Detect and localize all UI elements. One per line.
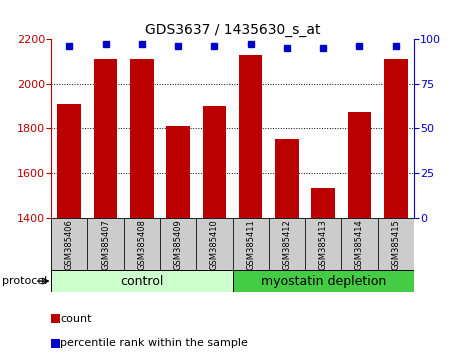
- Bar: [166, 126, 190, 218]
- Bar: [203, 106, 226, 218]
- Text: protocol: protocol: [2, 276, 47, 286]
- Text: GSM385413: GSM385413: [319, 219, 328, 270]
- Text: GSM385409: GSM385409: [173, 219, 183, 270]
- Text: GSM385412: GSM385412: [282, 219, 292, 270]
- Bar: [130, 59, 153, 218]
- FancyBboxPatch shape: [51, 218, 87, 271]
- Bar: [312, 188, 335, 218]
- Text: count: count: [60, 314, 92, 324]
- Title: GDS3637 / 1435630_s_at: GDS3637 / 1435630_s_at: [145, 23, 320, 36]
- Bar: [348, 112, 371, 218]
- FancyBboxPatch shape: [378, 218, 414, 271]
- Text: GSM385414: GSM385414: [355, 219, 364, 270]
- FancyBboxPatch shape: [232, 218, 269, 271]
- Bar: [275, 139, 299, 218]
- Text: GSM385406: GSM385406: [65, 219, 74, 270]
- FancyBboxPatch shape: [87, 218, 124, 271]
- FancyBboxPatch shape: [232, 270, 414, 292]
- Text: GSM385411: GSM385411: [246, 219, 255, 270]
- FancyBboxPatch shape: [341, 218, 378, 271]
- Bar: [239, 55, 262, 218]
- Text: myostatin depletion: myostatin depletion: [260, 275, 386, 287]
- Text: GSM385410: GSM385410: [210, 219, 219, 270]
- FancyBboxPatch shape: [196, 218, 232, 271]
- FancyBboxPatch shape: [124, 218, 160, 271]
- FancyBboxPatch shape: [305, 218, 341, 271]
- Text: percentile rank within the sample: percentile rank within the sample: [60, 338, 248, 348]
- FancyBboxPatch shape: [269, 218, 305, 271]
- Bar: [384, 59, 407, 218]
- FancyBboxPatch shape: [160, 218, 196, 271]
- Bar: [94, 59, 117, 218]
- Text: control: control: [120, 275, 164, 287]
- Text: GSM385407: GSM385407: [101, 219, 110, 270]
- Text: GSM385415: GSM385415: [391, 219, 400, 270]
- Bar: [58, 104, 81, 218]
- Text: GSM385408: GSM385408: [137, 219, 146, 270]
- FancyBboxPatch shape: [51, 270, 232, 292]
